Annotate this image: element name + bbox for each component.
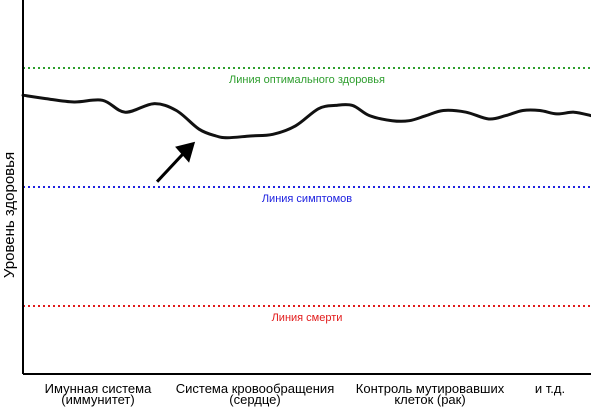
category-label: Имунная система (иммунитет) xyxy=(45,381,152,407)
health-curve xyxy=(21,93,591,140)
reference-line-label: Линия оптимального здоровья xyxy=(229,74,385,86)
reference-lines: Линия оптимального здоровья Линия симптом… xyxy=(23,67,591,324)
arrow-annotation xyxy=(155,141,196,183)
category-labels: Имунная система (иммунитет) Система кровоо… xyxy=(45,381,565,407)
reference-line-label: Линия симптомов xyxy=(262,193,352,205)
reference-line-label: Линия смерти xyxy=(272,312,343,324)
arrow-head xyxy=(175,141,196,163)
category-label: Система кровообращения (сердце) xyxy=(176,381,335,407)
arrow-shaft xyxy=(155,150,187,183)
y-axis-title: Уровень здоровья xyxy=(1,152,18,278)
category-label: Контроль мутировавших клеток (рак) xyxy=(356,381,505,407)
category-label: и т.д. xyxy=(535,381,565,396)
